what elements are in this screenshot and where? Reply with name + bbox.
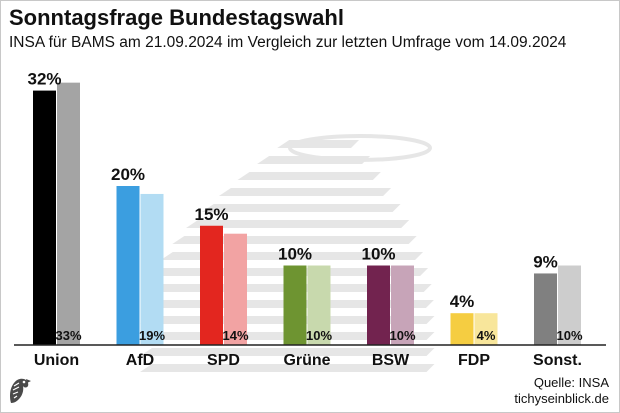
value-label-current-0: 32%	[27, 70, 61, 89]
bar-previous-6	[558, 265, 581, 345]
bar-previous-1	[140, 193, 164, 345]
value-label-previous-3: 10%	[306, 328, 332, 343]
category-label-4: BSW	[372, 352, 410, 369]
value-label-previous-4: 10%	[389, 328, 415, 343]
watermark-slat	[186, 220, 410, 228]
value-label-current-3: 10%	[278, 245, 312, 264]
bar-current-0	[33, 90, 56, 345]
eagle-head-logo-icon	[10, 378, 31, 403]
value-label-current-4: 10%	[361, 245, 395, 264]
category-label-0: Union	[34, 352, 79, 369]
chart-subtitle: INSA für BAMS am 21.09.2024 im Vergleich…	[9, 34, 567, 51]
bar-previous-3	[307, 265, 331, 345]
watermark-slat	[237, 172, 381, 180]
watermark-dome-top	[288, 134, 432, 162]
bar-current-3	[283, 265, 307, 345]
value-label-current-2: 15%	[194, 205, 228, 224]
category-label-5: FDP	[458, 352, 490, 369]
bar-current-5	[450, 313, 474, 345]
watermark-slat	[140, 348, 435, 356]
source-note: Quelle: INSA tichyseinblick.de	[514, 375, 609, 407]
bar-previous-4	[391, 265, 414, 345]
value-label-previous-6: 10%	[556, 328, 582, 343]
bars-group: 32% 33% Union 20% 19% AfD 15% 14% SPD 10% 10% Grüne…	[27, 70, 582, 369]
source-label: Quelle: INSA	[533, 375, 609, 390]
source-site: tichyseinblick.de	[514, 391, 609, 406]
bar-current-1	[116, 186, 140, 345]
bar-previous-5	[474, 313, 498, 345]
category-label-2: SPD	[207, 352, 240, 369]
value-label-previous-1: 19%	[139, 328, 165, 343]
bar-current-6	[534, 273, 557, 345]
value-label-previous-0: 33%	[55, 328, 81, 343]
value-label-previous-5: 4%	[477, 328, 496, 343]
bar-current-4	[367, 265, 390, 345]
watermark-slat	[140, 364, 435, 372]
value-label-current-6: 9%	[533, 252, 558, 271]
bar-previous-2	[224, 233, 247, 345]
bar-current-2	[200, 225, 223, 345]
category-label-1: AfD	[126, 352, 154, 369]
value-label-current-5: 4%	[450, 292, 475, 311]
chart-title: Sonntagsfrage Bundestagswahl	[9, 5, 344, 30]
category-label-6: Sonst.	[533, 352, 582, 369]
watermark-slat	[218, 188, 392, 196]
bar-previous-0	[57, 82, 80, 346]
watermark-slat	[201, 204, 401, 212]
value-label-current-1: 20%	[111, 165, 145, 184]
category-label-3: Grüne	[283, 352, 330, 369]
value-label-previous-2: 14%	[222, 328, 248, 343]
